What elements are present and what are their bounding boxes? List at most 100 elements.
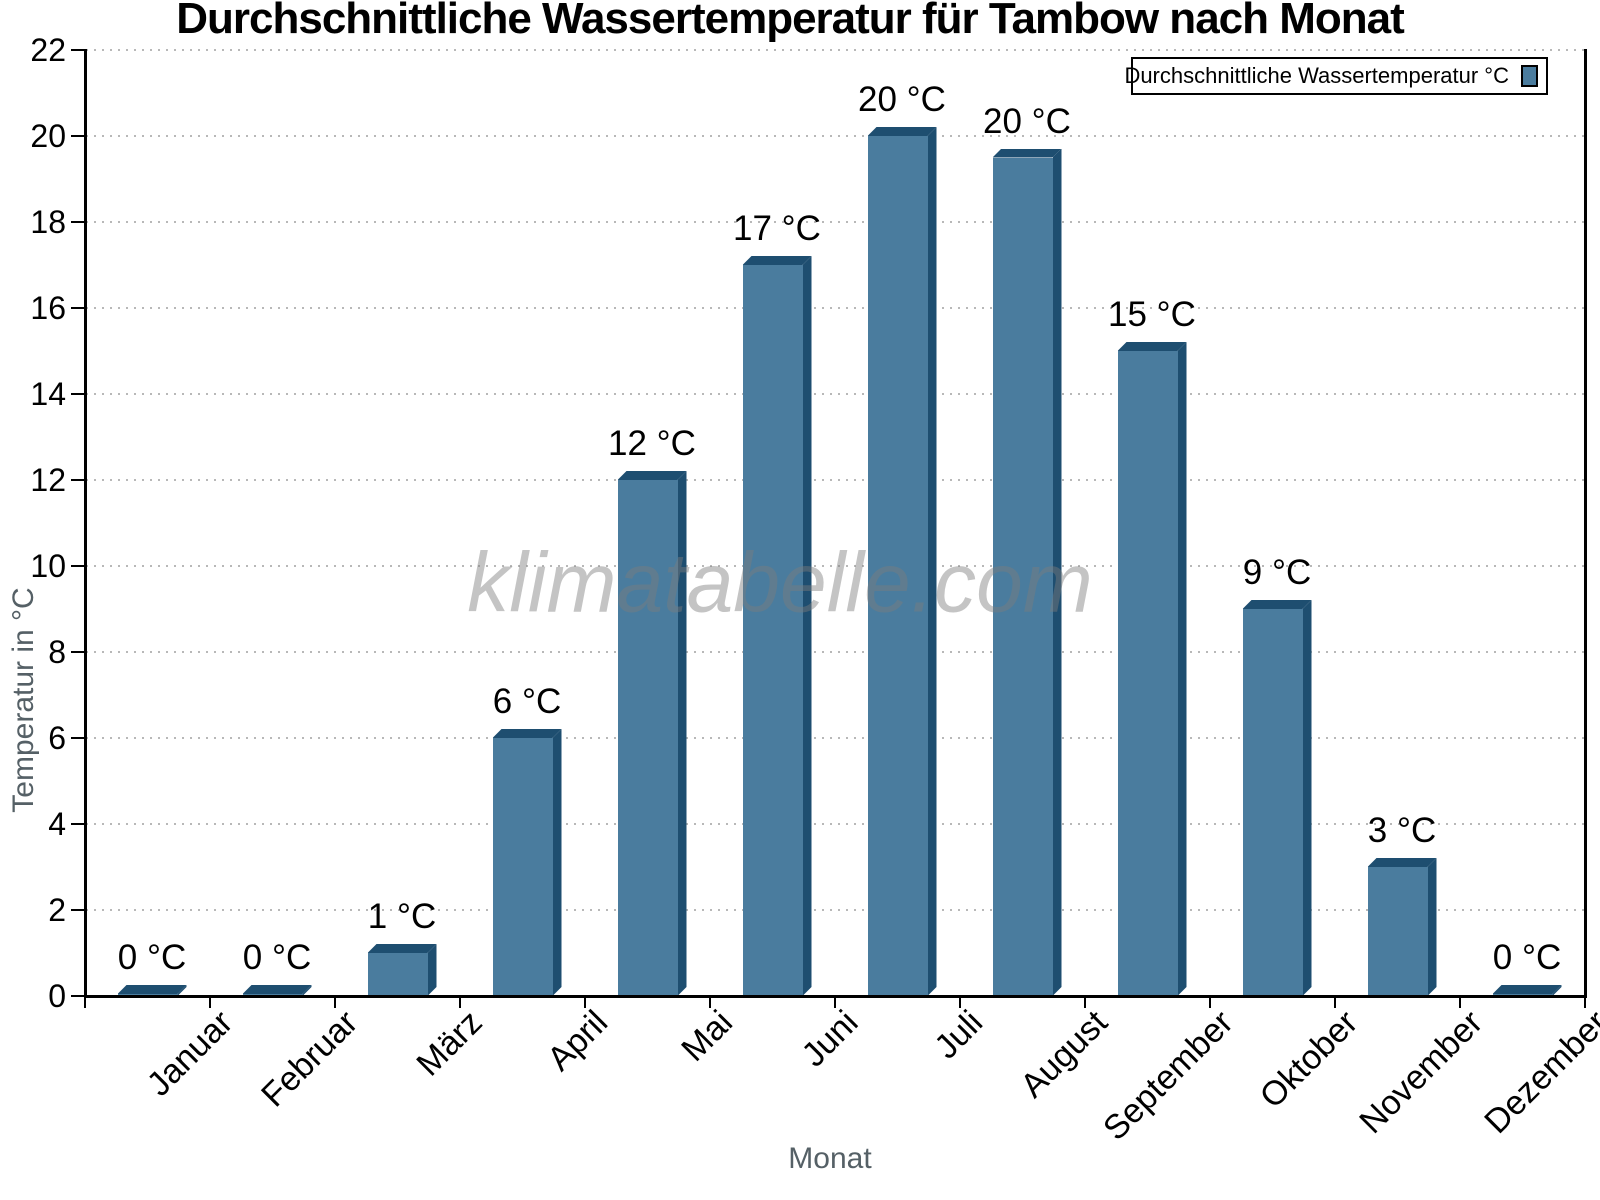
- bar-september: [1117, 342, 1187, 996]
- x-tick-label: November: [1352, 1003, 1491, 1142]
- bar-side-face: [1053, 149, 1062, 997]
- bar-value-label: 1 °C: [367, 897, 437, 936]
- bar-juni: [742, 256, 812, 996]
- y-tick: [71, 823, 85, 825]
- bar-side-face: [1178, 342, 1187, 996]
- bar-value-label: 20 °C: [858, 80, 946, 119]
- grid-line: [86, 909, 1584, 911]
- bar-top-face: [1368, 858, 1437, 867]
- x-tick-label: September: [1095, 1003, 1241, 1148]
- legend-label: Durchschnittliche Wassertemperatur °C: [1124, 63, 1509, 88]
- bar-front-face: [1117, 351, 1178, 996]
- x-tick-label: Juni: [794, 1003, 866, 1075]
- y-tick-label: 10: [30, 548, 66, 584]
- bar-front-face: [992, 157, 1053, 996]
- chart-title: Durchschnittliche Wassertemperatur für T…: [176, 0, 1405, 43]
- x-tick-label: März: [409, 1003, 491, 1084]
- x-tick: [959, 996, 961, 1008]
- grid-line: [86, 135, 1584, 137]
- bar-top-face: [1118, 342, 1187, 351]
- x-tick: [84, 996, 86, 1008]
- bar-value-label: 0 °C: [242, 938, 312, 977]
- grid-line: [86, 737, 1584, 739]
- x-tick: [459, 996, 461, 1008]
- legend-swatch-icon: [1521, 65, 1538, 87]
- plot-right-border: [1584, 49, 1587, 998]
- x-tick-label: Januar: [139, 1003, 241, 1104]
- bar-value-label: 17 °C: [733, 209, 821, 248]
- y-tick-label: 16: [30, 290, 66, 326]
- x-tick: [584, 996, 586, 1008]
- x-tick: [1334, 996, 1336, 1008]
- bar-top-face: [868, 127, 937, 136]
- bar-side-face: [428, 944, 437, 996]
- y-axis-line: [84, 49, 87, 997]
- x-tick: [1209, 996, 1211, 1008]
- bar-top-face: [243, 985, 312, 994]
- bar-top-face: [493, 729, 562, 738]
- y-tick: [71, 393, 85, 395]
- bar-value-label: 0 °C: [1492, 938, 1562, 977]
- bar-mai: [617, 471, 687, 996]
- y-tick-label: 2: [48, 892, 66, 928]
- y-tick: [71, 909, 85, 911]
- grid-line: [86, 565, 1584, 567]
- y-tick: [71, 651, 85, 653]
- bar-value-label: 3 °C: [1367, 811, 1437, 850]
- bar-value-label: 12 °C: [608, 424, 696, 463]
- x-axis-title: Monat: [788, 1142, 872, 1175]
- bar-top-face: [743, 256, 812, 265]
- grid-line: [86, 221, 1584, 223]
- y-tick-label: 8: [48, 634, 66, 670]
- y-tick-label: 22: [30, 32, 66, 68]
- y-tick-label: 18: [30, 204, 66, 240]
- x-tick-label: Februar: [254, 1003, 366, 1115]
- bar-juli: [867, 127, 937, 996]
- watermark: klimatabelle.com: [467, 535, 1093, 630]
- grid-line: [86, 823, 1584, 825]
- y-tick: [71, 737, 85, 739]
- y-tick-label: 4: [48, 806, 66, 842]
- bar-side-face: [803, 256, 812, 996]
- bar-value-label: 9 °C: [1242, 553, 1312, 592]
- bar-side-face: [928, 127, 937, 996]
- x-tick: [334, 996, 336, 1008]
- bar-value-label: 20 °C: [983, 101, 1071, 141]
- y-tick-label: 6: [48, 720, 66, 756]
- bar-side-face: [1428, 858, 1437, 996]
- x-tick: [209, 996, 211, 1008]
- bar-side-face: [678, 471, 687, 996]
- grid-line: [86, 651, 1584, 653]
- y-tick: [71, 479, 85, 481]
- x-tick: [709, 996, 711, 1008]
- grid-line: [86, 307, 1584, 309]
- x-tick-label: Mai: [674, 1003, 741, 1069]
- y-tick: [71, 565, 85, 567]
- x-tick: [1084, 996, 1086, 1008]
- y-tick: [71, 221, 85, 223]
- y-tick: [71, 995, 85, 997]
- bar-front-face: [867, 136, 928, 996]
- y-tick-label: 0: [48, 978, 66, 1014]
- bar-side-face: [178, 985, 187, 996]
- bar-front-face: [1242, 609, 1303, 996]
- bar-top-face: [1243, 600, 1312, 609]
- legend: Durchschnittliche Wassertemperatur °C: [1124, 57, 1548, 95]
- x-tick-label: Dezember: [1477, 1003, 1600, 1142]
- bar-märz: [367, 944, 437, 996]
- x-tick: [834, 996, 836, 1008]
- bar-value-label: 6 °C: [492, 682, 562, 721]
- y-tick: [71, 135, 85, 137]
- y-tick: [71, 49, 85, 51]
- bar-side-face: [1553, 985, 1562, 996]
- y-tick-label: 20: [30, 118, 66, 154]
- bar-november: [1367, 858, 1437, 996]
- bar-front-face: [367, 953, 428, 996]
- bar-top-face: [368, 944, 437, 953]
- bar-value-label: 15 °C: [1108, 295, 1196, 334]
- y-tick-label: 14: [30, 376, 66, 412]
- bar-value-label: 0 °C: [117, 938, 187, 977]
- bar-side-face: [303, 985, 312, 996]
- bar-front-face: [742, 265, 803, 996]
